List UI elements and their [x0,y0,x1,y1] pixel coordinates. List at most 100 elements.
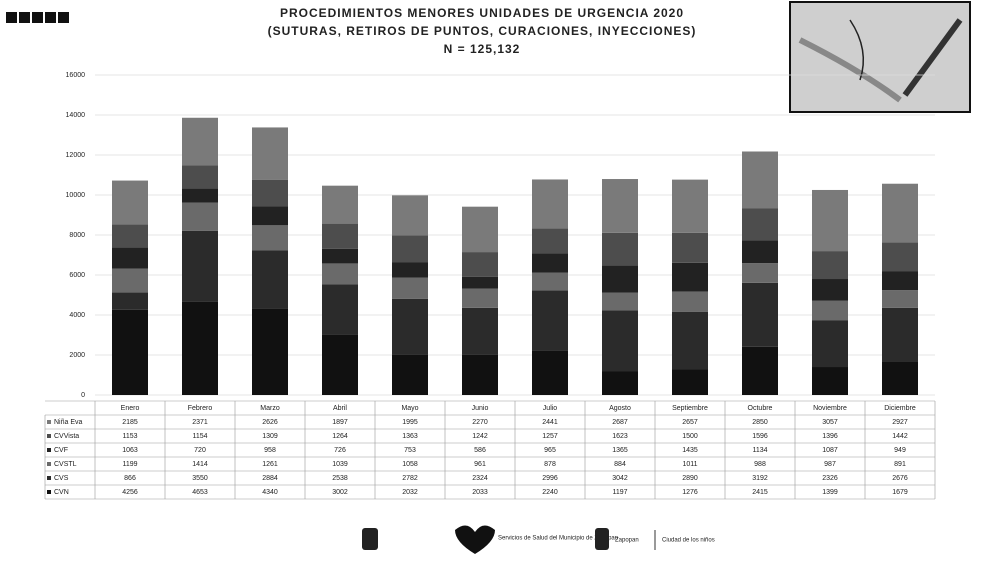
x-tick-label: Enero [121,405,140,412]
table-value: 1399 [822,489,838,496]
bar-segment [742,240,778,264]
bar-segment [112,309,148,395]
table-value: 2270 [472,419,488,426]
bar-segment [532,350,568,395]
photo [789,1,971,113]
table-value: 2538 [332,475,348,482]
x-tick-label: Junio [472,405,489,412]
bar-segment [252,179,288,207]
table-value: 1063 [122,447,138,454]
bar-segment [812,251,848,280]
table-value: 2185 [122,419,138,426]
bar-segment [182,188,218,203]
legend-swatch [47,434,51,438]
bar-segment [322,334,358,395]
table-value: 2626 [262,419,278,426]
bar-segment [882,271,918,291]
bar-segment [742,282,778,347]
table-value: 961 [474,461,486,468]
table-value: 891 [894,461,906,468]
table-value: 1134 [752,447,767,454]
bar-segment [812,367,848,395]
bar-segment [392,195,428,236]
table-value: 1087 [822,447,838,454]
y-tick-label: 0 [81,392,85,399]
bar-segment [882,307,918,362]
table-value: 1011 [682,461,697,468]
table-value: 1500 [682,433,698,440]
bar-segment [532,253,568,273]
bar-segment [182,165,218,189]
chart-title: PROCEDIMIENTOS MENORES UNIDADES DE URGEN… [280,6,684,20]
table-value: 1264 [332,433,348,440]
table-value: 1199 [122,461,137,468]
table-value: 1039 [332,461,348,468]
legend-swatch [47,448,51,452]
x-tick-label: Agosto [609,405,631,412]
x-tick-label: Diciembre [884,405,916,412]
table-value: 1261 [262,461,278,468]
bar-segment [112,247,148,269]
bar-segment [742,151,778,209]
table-value: 2890 [682,475,698,482]
bar-segment [602,310,638,372]
bar-segment [672,311,708,370]
table-value: 965 [544,447,556,454]
bar-segment [182,301,218,395]
bar-segment [742,263,778,283]
bar-segment [882,242,918,272]
bar-segment [672,232,708,263]
bar-segment [672,179,708,233]
legend-label: CVSTL [54,461,77,468]
y-tick-label: 8000 [69,232,85,239]
table-value: 2371 [192,419,208,426]
table-value: 2657 [682,419,698,426]
table-value: 1435 [682,447,698,454]
bar-segment [392,277,428,299]
table-value: 1365 [612,447,628,454]
y-tick-label: 10000 [66,192,86,199]
bar-segment [252,206,288,226]
legend-swatch [47,476,51,480]
logo-text: Servicios de Salud del Municipio de Zapo… [498,536,618,542]
table-value: 1154 [192,433,207,440]
bar-segment [322,284,358,335]
table-value: 958 [264,447,276,454]
table-value: 3057 [822,419,838,426]
bar-segment [672,262,708,292]
table-value: 1623 [612,433,628,440]
y-tick-label: 16000 [66,72,86,79]
table-value: 1396 [822,433,838,440]
table-value: 726 [334,447,346,454]
table-value: 1995 [402,419,418,426]
bar-segment [602,371,638,395]
bar-segment [182,117,218,166]
x-tick-label: Octubre [748,405,773,412]
table-value: 2927 [892,419,908,426]
table-value: 2441 [542,419,558,426]
table-value: 720 [194,447,206,454]
table-value: 2676 [892,475,908,482]
table-value: 4256 [122,489,138,496]
bar-segment [322,223,358,249]
x-tick-label: Noviembre [813,405,847,412]
table-value: 586 [474,447,486,454]
bar-segment [532,272,568,291]
bar-segment [252,250,288,309]
legend-label: CVS [54,475,69,482]
table-value: 2326 [822,475,838,482]
bar-segment [602,265,638,293]
footer-logos: Servicios de Salud del Municipio de Zapo… [362,525,715,554]
y-tick-label: 2000 [69,352,85,359]
bar-segment [602,232,638,266]
bar-segment [672,291,708,312]
bar-segment [392,298,428,355]
legend-swatch [47,462,51,466]
chart-subtitle: N = 125,132 [444,42,521,56]
table-value: 987 [824,461,836,468]
header-icon [6,12,69,23]
bar-segment [532,290,568,351]
table-value: 949 [894,447,906,454]
table-value: 753 [404,447,416,454]
